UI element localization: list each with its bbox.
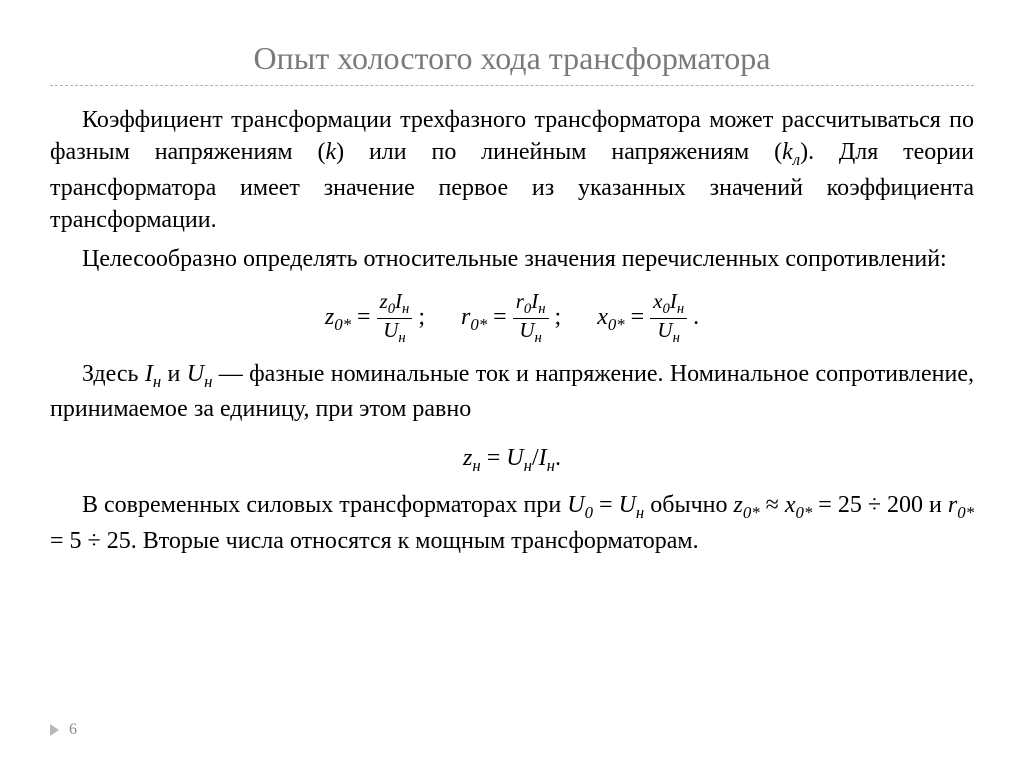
paragraph-1: Коэффициент трансформации трехфазного тр… — [50, 104, 974, 237]
para4-text-c: Вторые числа относятся к мощным трансфор… — [143, 528, 699, 554]
paragraph-3: Здесь Iн и Uн — фазные номинальные ток и… — [50, 358, 974, 426]
para3-and: и — [161, 361, 187, 387]
Un-symbol: Uн — [619, 492, 645, 518]
U0-symbol: U0 — [567, 492, 593, 518]
formula-zn: zн = Uн/Iн. — [50, 442, 974, 477]
formula-row-1: z0* = z0Iн Uн ; r0* = r0Iн Uн ; x0* = x — [50, 291, 974, 346]
z0-star-symbol: z0* — [734, 492, 760, 518]
para4-text-a: В современных силовых трансформаторах пр… — [82, 492, 567, 518]
para4-text-b: обычно — [644, 492, 733, 518]
U-nom-symbol: Uн — [187, 361, 213, 387]
title-underline — [50, 85, 974, 86]
k-line-symbol: kл — [782, 139, 800, 165]
slide-title: Опыт холостого хода трансформатора — [50, 40, 974, 77]
k-phase-symbol: k — [325, 139, 336, 165]
formula-z0: z0* = z0Iн Uн ; — [325, 304, 431, 330]
para1-text-b: ) или по линейным напряжениям ( — [336, 139, 782, 165]
formula-r0: r0* = r0Iн Uн ; — [461, 304, 567, 330]
page-number: 6 — [69, 721, 77, 738]
page-footer: 6 — [50, 721, 77, 739]
formula-x0: x0* = x0Iн Uн . — [597, 304, 699, 330]
I-nom-symbol: Iн — [145, 361, 161, 387]
paragraph-2: Целесообразно определять относительные з… — [50, 243, 974, 275]
triangle-icon — [50, 724, 59, 736]
content-body: Коэффициент трансформации трехфазного тр… — [50, 104, 974, 557]
slide: Опыт холостого хода трансформатора Коэфф… — [0, 0, 1024, 767]
para3-text-a: Здесь — [82, 361, 145, 387]
x0-star-symbol: x0* — [785, 492, 812, 518]
paragraph-4: В современных силовых трансформаторах пр… — [50, 489, 974, 557]
r0-star-symbol: r0* — [948, 492, 974, 518]
